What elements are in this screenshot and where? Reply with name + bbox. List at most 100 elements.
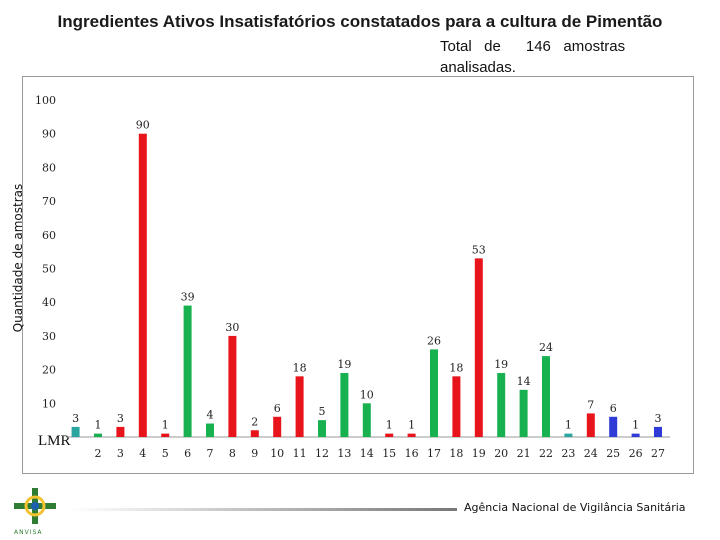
chart-bar (183, 305, 192, 437)
chart-bar (407, 433, 416, 437)
lmr-label: LMR (38, 433, 71, 449)
y-tick-label: 100 (35, 94, 56, 107)
bar-data-label: 1 (408, 419, 415, 432)
anvisa-logo-icon (14, 488, 56, 524)
chart-bar (340, 372, 349, 437)
chart-bar (228, 335, 237, 437)
bar-data-label: 24 (539, 341, 553, 354)
bar-data-label: 6 (610, 402, 617, 415)
agency-name: Agência Nacional de Vigilância Sanitária (464, 501, 686, 514)
x-tick-label: 26 (629, 447, 643, 460)
y-tick-label: 90 (42, 128, 56, 141)
chart-bar (497, 372, 506, 437)
chart-bar (542, 356, 550, 437)
chart-bar (206, 423, 214, 437)
x-tick-label: 13 (337, 447, 351, 460)
chart-bar (116, 426, 125, 437)
chart-bar (161, 433, 170, 437)
footer-divider (72, 508, 457, 511)
x-tick-label: 11 (293, 447, 307, 460)
bar-data-label: 30 (225, 321, 239, 334)
bar-data-label: 18 (293, 361, 307, 374)
chart-title: Ingredientes Ativos Insatisfatórios cons… (57, 12, 663, 31)
x-tick-label: 3 (117, 447, 124, 460)
bar-data-label: 7 (587, 398, 594, 411)
bar-data-label: 10 (360, 388, 374, 401)
x-tick-label: 6 (184, 447, 191, 460)
chart-bar (631, 433, 640, 437)
chart-bar (138, 133, 147, 437)
chart-bar (519, 389, 528, 437)
x-tick-label: 8 (229, 447, 236, 460)
y-tick-label: 70 (42, 195, 56, 208)
x-tick-label: 7 (207, 447, 214, 460)
bar-data-label: 18 (449, 361, 463, 374)
bar-data-label: 2 (251, 415, 258, 428)
x-tick-label: 16 (405, 447, 419, 460)
x-tick-label: 24 (584, 447, 598, 460)
x-tick-label: 5 (162, 447, 169, 460)
x-tick-label: 19 (472, 447, 486, 460)
x-tick-label: 27 (651, 447, 665, 460)
chart-bar (452, 376, 461, 437)
y-tick-label: 30 (42, 330, 56, 343)
chart-bar (564, 433, 573, 437)
chart-bar (318, 420, 326, 437)
bar-data-label: 1 (162, 419, 169, 432)
chart-bar (250, 430, 259, 437)
y-tick-label: 60 (42, 229, 56, 242)
x-tick-label: 2 (95, 447, 102, 460)
chart-bar (362, 403, 371, 437)
x-tick-label: 21 (517, 447, 531, 460)
chart-bar (94, 433, 102, 437)
chart-bar (474, 258, 483, 437)
x-tick-label: 10 (270, 447, 284, 460)
bar-data-label: 53 (472, 243, 486, 256)
x-tick-label: 15 (382, 447, 396, 460)
chart-plot-frame (22, 76, 694, 474)
bar-data-label: 90 (136, 119, 150, 132)
chart-bar (71, 426, 80, 437)
bar-data-label: 5 (319, 405, 326, 418)
x-tick-label: 12 (315, 447, 329, 460)
bar-data-label: 1 (632, 419, 639, 432)
bar-data-label: 6 (274, 402, 281, 415)
bar-data-label: 1 (386, 419, 393, 432)
x-tick-label: 22 (539, 447, 553, 460)
x-tick-label: 20 (494, 447, 508, 460)
bar-data-label: 1 (565, 419, 572, 432)
x-tick-label: 4 (139, 447, 146, 460)
y-tick-label: 80 (42, 161, 56, 174)
y-tick-label: 10 (42, 397, 56, 410)
x-tick-label: 18 (449, 447, 463, 460)
y-tick-label: 40 (42, 296, 56, 309)
chart-bar (430, 349, 438, 437)
bar-data-label: 3 (117, 412, 124, 425)
bar-data-label: 3 (72, 412, 79, 425)
subtitle-line-1: Total de 146 amostras (440, 38, 626, 55)
bar-data-label: 3 (655, 412, 662, 425)
chart-bar (385, 433, 394, 437)
bar-data-label: 19 (337, 358, 351, 371)
bar-data-label: 1 (95, 419, 102, 432)
x-tick-label: 14 (360, 447, 374, 460)
chart-bar (295, 376, 304, 437)
x-tick-label: 25 (606, 447, 620, 460)
logo-text: ANVISA (14, 529, 43, 536)
bar-data-label: 26 (427, 334, 441, 347)
chart-subtitle: Total de 146 amostras analisadas. (440, 36, 680, 78)
y-tick-label: 50 (42, 263, 56, 276)
chart-bar (609, 416, 618, 437)
x-tick-label: 9 (251, 447, 258, 460)
bar-data-label: 4 (207, 409, 214, 422)
bar-data-label: 39 (181, 291, 195, 304)
x-tick-label: 17 (427, 447, 441, 460)
y-tick-label: 20 (42, 364, 56, 377)
chart-bar (586, 413, 595, 437)
subtitle-line-2: analisadas. (440, 59, 516, 76)
x-tick-label: 23 (561, 447, 575, 460)
bar-data-label: 14 (517, 375, 531, 388)
bar-data-label: 19 (494, 358, 508, 371)
chart-bar (654, 426, 662, 437)
